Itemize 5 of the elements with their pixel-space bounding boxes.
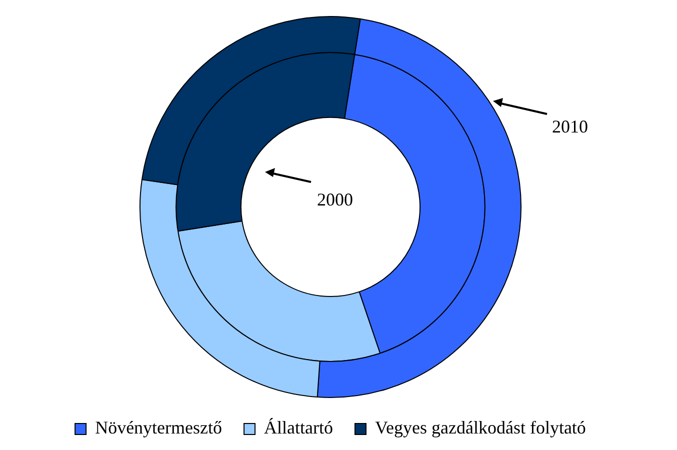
slice-label: 2010 — [552, 116, 588, 138]
legend-label: Állattartó — [264, 418, 334, 438]
legend-label: Növénytermesztő — [95, 418, 222, 438]
legend-label: Vegyes gazdálkodást folytató — [375, 418, 586, 438]
slice-label: 2000 — [317, 190, 353, 210]
